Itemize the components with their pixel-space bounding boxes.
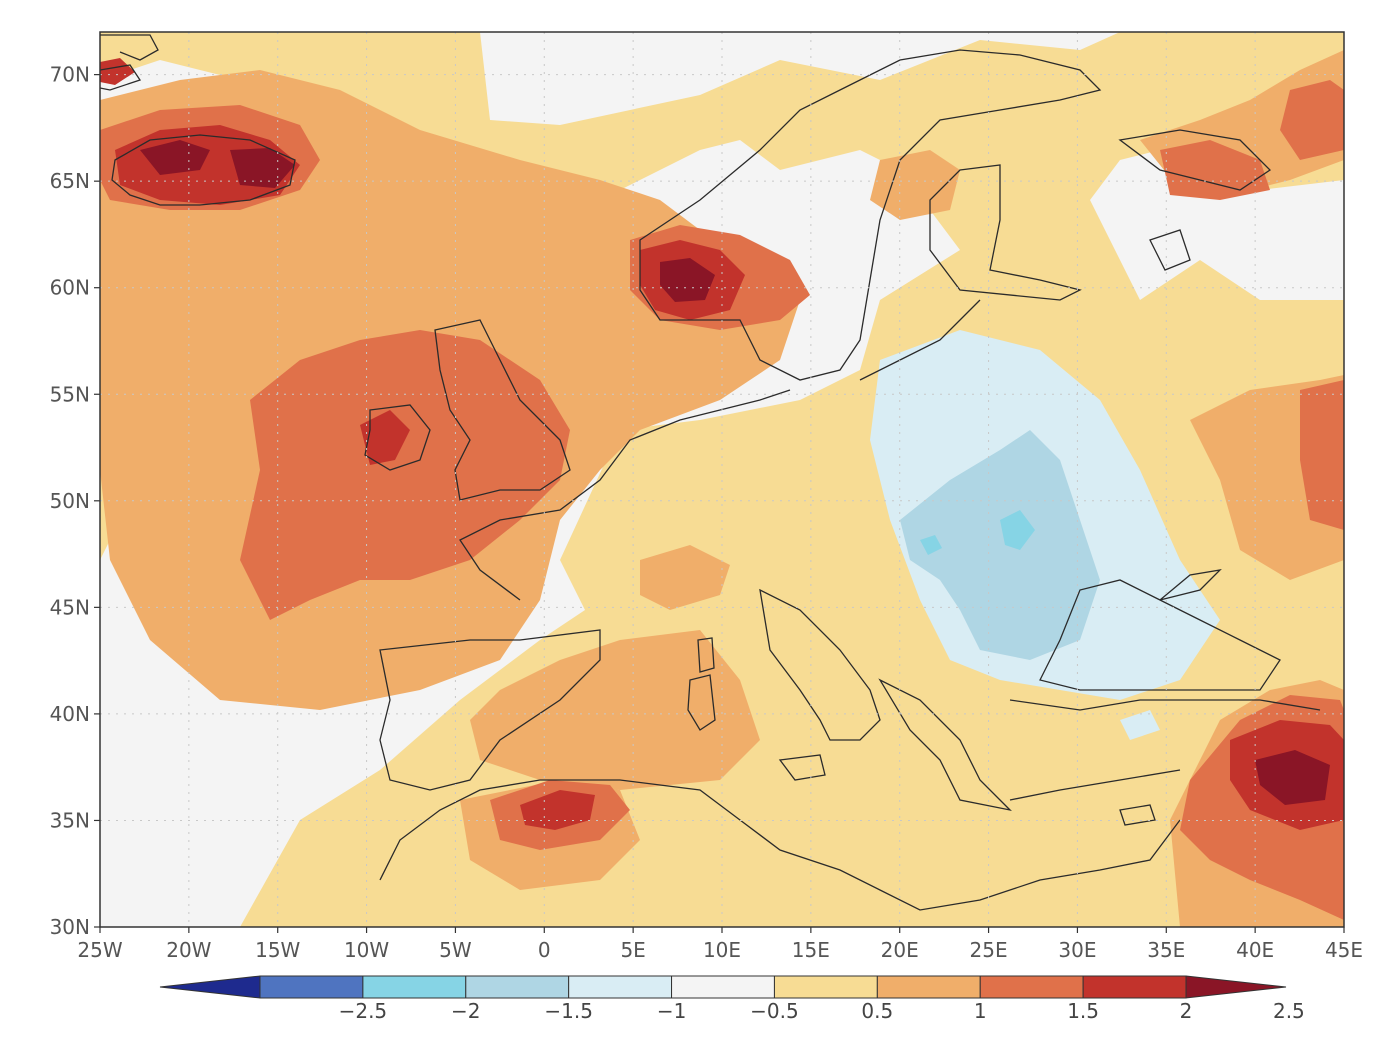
colorbar-segment [979, 975, 1084, 999]
colorbar-segment [259, 975, 364, 999]
lon-tick-label: 25E [970, 938, 1008, 962]
colorbar-segment [568, 975, 673, 999]
latitude-axis: 70N 65N 60N 55N 50N 45N 40N 35N 30N [50, 63, 100, 939]
coastline-north-africa [379, 779, 1181, 911]
colorbar-segment [773, 975, 878, 999]
lon-tick-label: 20W [166, 938, 211, 962]
lon-tick-label: 20E [881, 938, 919, 962]
coastline-finland [929, 164, 1082, 301]
coastline-sardinia [687, 674, 716, 731]
colorbar-segment [1082, 975, 1187, 999]
lat-tick-label: 65N [50, 169, 90, 193]
colorbar-segment [362, 975, 467, 999]
coastline-ireland [364, 404, 431, 471]
colorbar-label: 1 [974, 999, 987, 1023]
colorbar-segment [671, 975, 775, 999]
anomaly-class-above-2.5 [140, 140, 1330, 805]
coastline-continent [459, 389, 791, 601]
coastlines [100, 34, 1321, 911]
lat-tick-label: 30N [50, 915, 90, 939]
anomaly-class-neg1.5-neg2 [920, 510, 1035, 555]
coastline-corsica [697, 637, 715, 673]
lat-tick-label: 40N [50, 702, 90, 726]
lon-tick-label: 25W [77, 938, 122, 962]
lon-tick-label: 5W [439, 938, 472, 962]
coastline-italy [759, 588, 881, 741]
lat-tick-label: 50N [50, 489, 90, 513]
coastline-britain [434, 319, 571, 501]
lon-tick-label: 0 [538, 938, 551, 962]
colorbar: −2.5 −2 −1.5 −1 −0.5 0.5 1 1.5 2 2.5 [159, 975, 1305, 1023]
colorbar-label: 2.5 [1273, 999, 1305, 1023]
coastline-greenland-corner [100, 34, 159, 91]
coastline-turkey [1009, 699, 1321, 801]
colorbar-label: −0.5 [750, 999, 799, 1023]
colorbar-label: −2 [451, 999, 480, 1023]
colorbar-label: −1.5 [544, 999, 593, 1023]
lat-tick-label: 60N [50, 276, 90, 300]
lon-tick-label: 40E [1236, 938, 1274, 962]
coastline-scandinavia [639, 49, 1102, 381]
lat-tick-label: 35N [50, 808, 90, 832]
colorbar-label: −2.5 [339, 999, 388, 1023]
lat-tick-label: 55N [50, 382, 90, 406]
lat-tick-label: 70N [50, 63, 90, 87]
coastline-white-sea [1149, 229, 1191, 271]
coastline-balkans [878, 678, 1012, 812]
colorbar-segment [876, 975, 981, 999]
lon-tick-label: 15W [255, 938, 300, 962]
graticule [100, 32, 1344, 927]
colorbar-label: −1 [657, 999, 686, 1023]
lon-tick-label: 10E [703, 938, 741, 962]
coastline-iberia [379, 629, 601, 791]
lon-tick-label: 5E [620, 938, 645, 962]
colorbar-label: 0.5 [861, 999, 893, 1023]
colorbar-label: 1.5 [1067, 999, 1099, 1023]
longitude-axis: 25W 20W 15W 10W 5W 0 5E 10E 15E 20E 25E 30E 35E 40E 45… [77, 927, 1363, 962]
coastline-black-sea [1039, 579, 1281, 691]
coastline-iceland [111, 134, 296, 206]
coastline-sicily [778, 754, 826, 781]
coastline-crimea [1159, 569, 1222, 601]
coastline-kola [1118, 129, 1272, 191]
lon-tick-label: 30E [1058, 938, 1096, 962]
coastline-cyprus [1119, 804, 1156, 826]
lon-tick-label: 10W [344, 938, 389, 962]
map-area [100, 32, 1344, 927]
colorbar-label: 2 [1180, 999, 1193, 1023]
colorbar-segment [465, 975, 570, 999]
lat-tick-label: 45N [50, 595, 90, 619]
colorbar-extend-high [1185, 975, 1287, 999]
lon-tick-label: 45E [1325, 938, 1363, 962]
anomaly-class-neg1-neg1.5 [900, 430, 1100, 660]
lon-tick-label: 15E [792, 938, 830, 962]
coastline-baltic-east [859, 299, 981, 381]
lon-tick-label: 35E [1147, 938, 1185, 962]
colorbar-extend-low [159, 975, 261, 999]
